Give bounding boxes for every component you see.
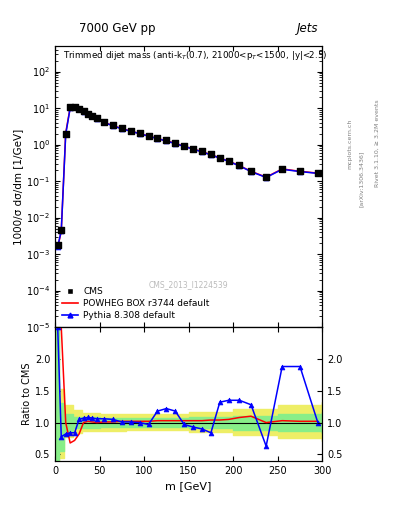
Point (119, 124, 125, 132)
Point (163, 136, 169, 144)
Text: CMS_2013_I1224539: CMS_2013_I1224539 (149, 281, 228, 289)
Point (89, 112, 95, 120)
Point (315, 168, 321, 177)
Point (172, 139, 178, 147)
Point (190, 144, 196, 153)
Point (81, 107, 87, 115)
Point (101, 118, 107, 126)
Y-axis label: 1000/σ dσ/dm [1/GeV]: 1000/σ dσ/dm [1/GeV] (13, 129, 23, 245)
Text: 7000 GeV pp: 7000 GeV pp (79, 22, 155, 35)
Point (181, 142, 187, 150)
Point (279, 164, 285, 173)
Point (226, 157, 232, 165)
Point (145, 132, 152, 140)
Text: mcplots.cern.ch: mcplots.cern.ch (347, 118, 352, 168)
Point (72, 102, 78, 111)
Y-axis label: Ratio to CMS: Ratio to CMS (22, 362, 32, 425)
Point (217, 154, 223, 162)
Point (199, 147, 205, 156)
Point (208, 150, 214, 158)
Point (236, 161, 242, 169)
Point (85, 110, 91, 118)
X-axis label: m [GeV]: m [GeV] (165, 481, 212, 491)
Legend: CMS, POWHEG BOX r3744 default, Pythia 8.308 default: CMS, POWHEG BOX r3744 default, Pythia 8.… (59, 285, 212, 323)
Text: [arXiv:1306.3436]: [arXiv:1306.3436] (359, 151, 364, 207)
Point (76, 105, 82, 113)
Point (55, 241, 61, 249)
Text: Jets: Jets (297, 22, 318, 35)
Text: Trimmed dijet mass (anti-k$_T$(0.7), 21000<p$_T$<1500, |y|<2.5): Trimmed dijet mass (anti-k$_T$(0.7), 210… (63, 49, 328, 62)
Text: Rivet 3.1.10, ≥ 3.2M events: Rivet 3.1.10, ≥ 3.2M events (375, 99, 380, 187)
Point (94, 114, 100, 122)
Point (263, 173, 269, 181)
Point (62, 130, 69, 138)
Point (110, 121, 116, 129)
Point (136, 129, 143, 137)
Point (154, 134, 161, 142)
Point (58, 226, 64, 234)
Point (248, 167, 254, 175)
Point (128, 126, 134, 135)
Point (67, 103, 73, 112)
Point (297, 167, 303, 175)
